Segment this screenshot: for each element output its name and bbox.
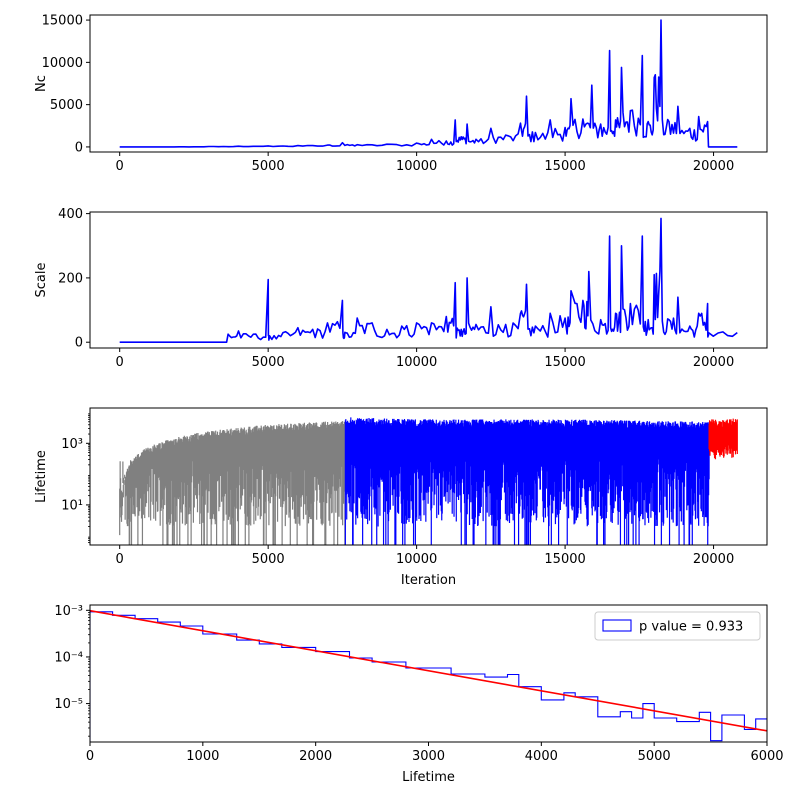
x-tick-label: 15000 — [544, 355, 585, 370]
plot-area — [90, 609, 767, 742]
y-tick-label: 15000 — [42, 14, 83, 29]
y-axis-label: Lifetime — [34, 450, 49, 503]
fit-line — [90, 609, 767, 732]
x-tick-label: 5000 — [252, 159, 285, 174]
x-tick-label: 0 — [116, 159, 124, 174]
x-tick-label: 20000 — [693, 355, 734, 370]
y-tick-label: 10⁻³ — [54, 604, 83, 619]
chart-panel-3: 0 5000 10000 15000 20000 10¹ 10³ Lifetime Iterat… — [34, 407, 768, 588]
axes-frame — [89, 407, 768, 546]
x-axis-label: Iteration — [401, 573, 456, 588]
x-tick-label: 15000 — [544, 159, 585, 174]
y-axis-label: Nc — [34, 75, 49, 92]
legend: p value = 0.933 — [594, 611, 761, 641]
x-tick-label: 20000 — [693, 552, 734, 567]
x-tick-label: 20000 — [693, 159, 734, 174]
series-line-1 — [119, 19, 738, 148]
histogram-steps — [90, 611, 767, 742]
x-tick-label: 1000 — [186, 749, 219, 764]
x-tick-label: 0 — [116, 552, 124, 567]
x-axis-label: Lifetime — [402, 770, 455, 785]
x-tick-label: 4000 — [525, 749, 558, 764]
chart-panel-4: 0 1000 2000 3000 4000 5000 6000 10⁻⁵ 10⁻⁴ 10⁻³ Lif… — [54, 604, 783, 785]
x-tick-label: 3000 — [412, 749, 445, 764]
series-trace-3 — [708, 418, 738, 460]
y-tick-label: 10¹ — [61, 498, 83, 513]
y-tick-label: 10000 — [42, 56, 83, 71]
x-tick-label: 5000 — [252, 552, 285, 567]
x-tick-label: 15000 — [544, 552, 585, 567]
y-tick-label: 200 — [58, 271, 83, 286]
x-tick-label: 6000 — [750, 749, 783, 764]
x-tick-label: 0 — [86, 749, 94, 764]
y-tick-label: 5000 — [50, 98, 83, 113]
series-line-1 — [119, 217, 738, 343]
series-trace-2 — [344, 417, 710, 545]
chart-panel-2: 0 5000 10000 15000 20000 0 200 400 Scale — [34, 207, 768, 370]
x-tick-label: 0 — [116, 355, 124, 370]
legend-label: p value = 0.933 — [639, 620, 743, 635]
x-tick-label: 10000 — [396, 355, 437, 370]
y-tick-label: 10⁻⁴ — [54, 650, 83, 665]
legend-swatch — [602, 619, 632, 632]
y-tick-label: 400 — [58, 207, 83, 222]
plot-area — [119, 417, 738, 545]
x-tick-label: 5000 — [252, 355, 285, 370]
y-tick-label: 10⁻⁵ — [54, 697, 83, 712]
x-tick-label: 5000 — [638, 749, 671, 764]
plot-area — [119, 217, 738, 343]
x-tick-label: 10000 — [396, 552, 437, 567]
y-axis-label: Scale — [34, 263, 49, 298]
chart-panel-1: 0 5000 10000 15000 20000 0 5000 10000 15000 Nc — [34, 14, 768, 174]
y-tick-label: 0 — [75, 336, 83, 351]
x-tick-label: 10000 — [396, 159, 437, 174]
axes-frame — [89, 14, 768, 153]
y-tick-label: 10³ — [61, 437, 83, 452]
x-tick-label: 2000 — [299, 749, 332, 764]
y-tick-label: 0 — [75, 140, 83, 155]
plot-area — [119, 19, 738, 148]
legend-box — [594, 611, 761, 641]
series-trace-1 — [119, 421, 346, 545]
axes-frame — [89, 211, 768, 349]
